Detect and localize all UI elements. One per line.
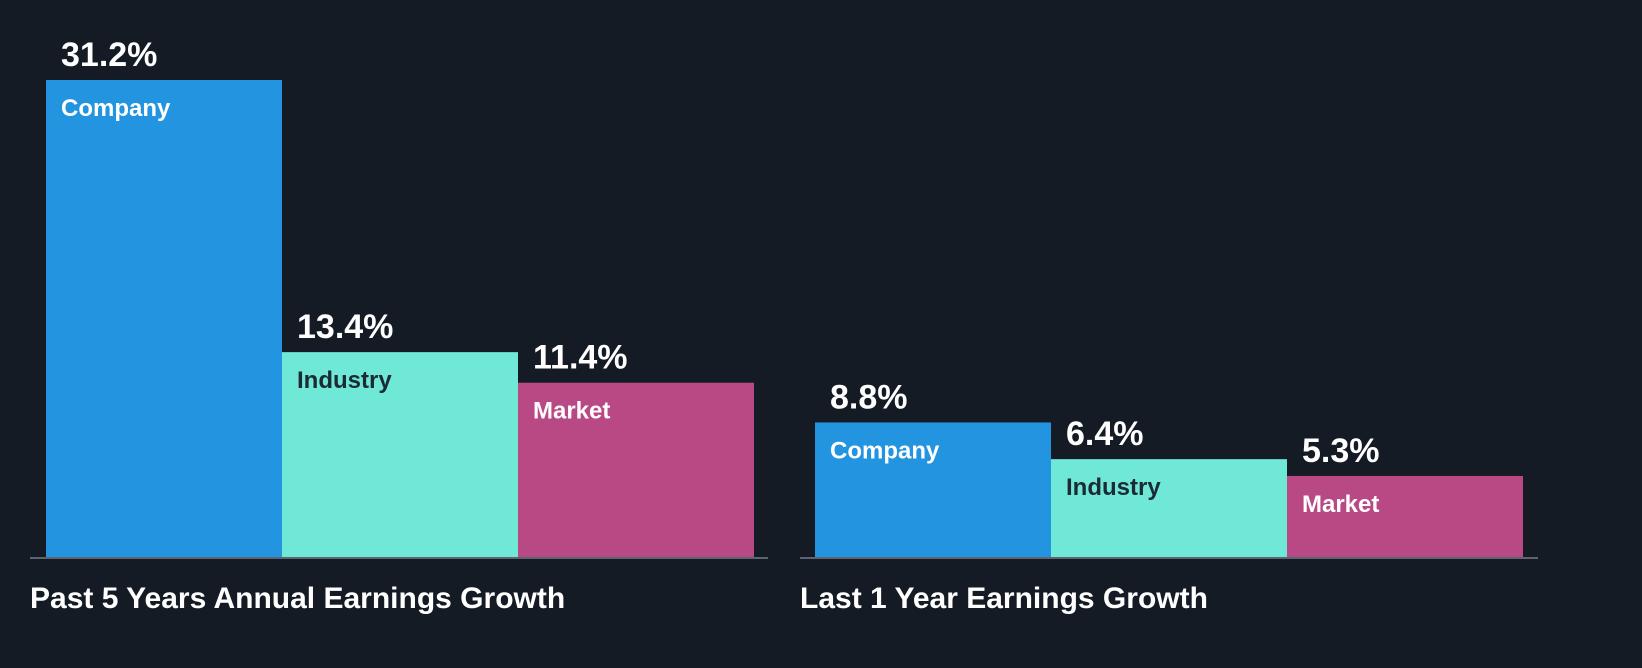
market-bar (518, 382, 754, 557)
market-category-label: Market (1302, 491, 1379, 518)
industry-value-label: 6.4% (1066, 415, 1144, 453)
company-category-label: Company (61, 95, 171, 122)
industry-category-label: Industry (297, 367, 392, 394)
industry-value-label: 13.4% (297, 308, 393, 346)
industry-category-label: Industry (1066, 474, 1161, 501)
market-value-label: 5.3% (1302, 432, 1380, 470)
bar-group: 31.2% Company 13.4% Industry 11.4% Market (46, 36, 754, 557)
market-value-label: 11.4% (533, 339, 628, 377)
bar-group: 8.8% Company 6.4% Industry 5.3% Market (815, 378, 1523, 557)
chart-title: Past 5 Years Annual Earnings Growth (30, 582, 565, 615)
past-5-years-panel: 31.2% Company 13.4% Industry 11.4% Market Pas… (30, 36, 768, 615)
market-bar (1287, 475, 1523, 557)
company-value-label: 8.8% (830, 378, 908, 416)
company-bar (815, 422, 1051, 557)
company-bar (46, 80, 282, 557)
industry-bar (282, 352, 518, 557)
market-category-label: Market (533, 398, 610, 425)
industry-bar (1051, 459, 1287, 557)
last-1-year-panel: 8.8% Company 6.4% Industry 5.3% Market Last 1… (800, 378, 1538, 615)
chart-title: Last 1 Year Earnings Growth (800, 582, 1208, 615)
company-category-label: Company (830, 437, 940, 464)
company-value-label: 31.2% (61, 36, 157, 74)
